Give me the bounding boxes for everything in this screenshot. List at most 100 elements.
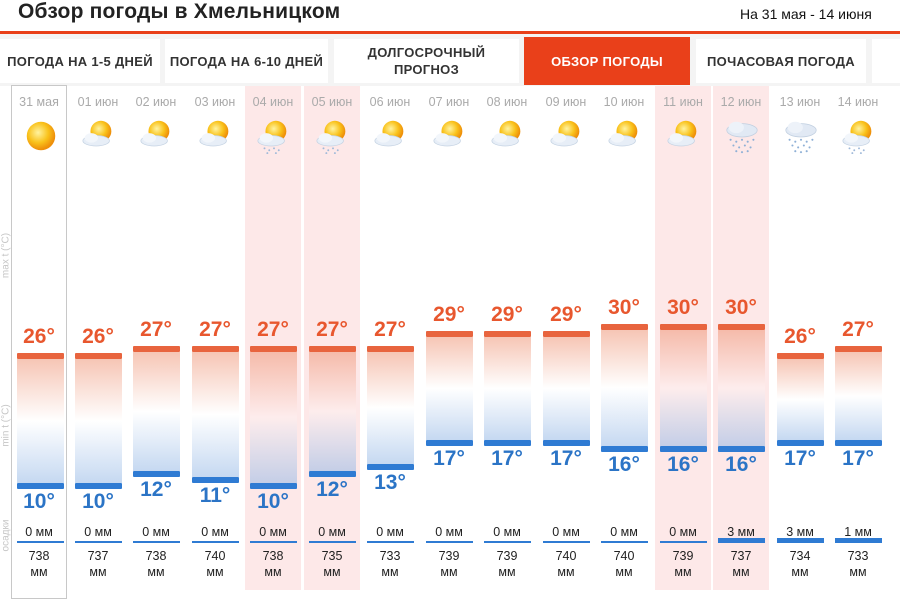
pressure-value: 737: [87, 549, 109, 563]
min-temp: 16°: [608, 452, 640, 476]
pressure-value: 733: [379, 549, 401, 563]
temp-range-gradient: [133, 351, 180, 471]
pressure: 740 мм: [187, 548, 243, 580]
tab-long-term-forecast[interactable]: Долгосрочный прогноз: [334, 39, 519, 83]
pressure-unit: мм: [732, 565, 750, 579]
precipitation: 1 мм: [844, 525, 872, 539]
max-temp-bar: [192, 345, 239, 352]
min-temp: 17°: [842, 446, 874, 470]
precipitation: 0 мм: [201, 525, 229, 539]
pressure-value: 738: [262, 549, 284, 563]
pressure-value: 737: [730, 549, 752, 563]
temp-range-gradient: [75, 359, 122, 483]
precipitation-bar: [17, 541, 64, 543]
sun-cloud-icon: [431, 117, 469, 155]
precipitation: 0 мм: [376, 525, 404, 539]
max-temp: 27°: [374, 317, 406, 341]
pressure: 733 мм: [830, 548, 886, 580]
sun-cloud-icon: [197, 117, 235, 155]
pressure: 739 мм: [479, 548, 535, 580]
day-column[interactable]: 11 июн 30° 16° 0 мм 739 мм: [655, 86, 711, 590]
tab-forecast-6-10-days[interactable]: Погода на 6-10 дней: [165, 39, 328, 83]
min-temp: 10°: [82, 490, 114, 513]
tab-bar: Погода на 1-5 дней Погода на 6-10 дней Д…: [0, 31, 900, 86]
pressure-value: 735: [321, 549, 343, 563]
max-temp-bar: [660, 324, 707, 331]
max-temp-bar: [75, 353, 122, 359]
pressure-unit: мм: [557, 565, 575, 579]
max-temp: 30°: [725, 296, 757, 320]
day-column[interactable]: 03 июн 27° 11° 0 мм 740 мм: [187, 86, 243, 590]
precipitation-bar: [75, 541, 122, 543]
precipitation: 0 мм: [25, 525, 53, 539]
pressure: 738 мм: [128, 548, 184, 580]
max-temp-bar: [543, 331, 590, 338]
max-temp: 27°: [316, 317, 348, 341]
pressure: 739 мм: [655, 548, 711, 580]
pressure: 734 мм: [772, 548, 828, 580]
day-column[interactable]: 13 июн 26° 17° 3 мм 734 мм: [772, 86, 828, 590]
day-column[interactable]: 09 июн 29° 17° 0 мм 740 мм: [538, 86, 594, 590]
day-column[interactable]: 05 июн 27° 12° 0 мм 735 мм: [304, 86, 360, 590]
day-column[interactable]: 02 июн 27° 12° 0 мм 738 мм: [128, 86, 184, 590]
tab-forecast-1-5-days[interactable]: Погода на 1-5 дней: [0, 39, 160, 83]
pressure-unit: мм: [849, 565, 867, 579]
precipitation: 3 мм: [727, 525, 755, 539]
min-temp: 16°: [725, 452, 757, 476]
min-temp-bar: [75, 483, 122, 489]
min-temp: 11°: [199, 483, 231, 507]
max-temp: 27°: [140, 317, 172, 341]
day-date: 04 июн: [252, 95, 294, 109]
pressure-unit: мм: [615, 565, 633, 579]
day-column[interactable]: 08 июн 29° 17° 0 мм 739 мм: [479, 86, 535, 590]
max-temp-bar: [309, 345, 356, 352]
pressure: 737 мм: [70, 548, 126, 580]
max-temp: 26°: [784, 325, 816, 348]
min-temp-bar: [426, 439, 473, 446]
sun-cloud-rain-icon: [255, 117, 293, 155]
day-column[interactable]: 14 июн 27° 17° 1 мм 733 мм: [830, 86, 886, 590]
precipitation: 0 мм: [259, 525, 287, 539]
day-column[interactable]: 06 июн 27° 13° 0 мм 733 мм: [362, 86, 418, 590]
date-range: На 31 мая - 14 июня: [740, 6, 872, 22]
day-column[interactable]: 07 июн 29° 17° 0 мм 739 мм: [421, 86, 477, 590]
max-temp-bar: [426, 331, 473, 338]
max-temp: 29°: [550, 303, 582, 327]
min-temp-bar: [250, 483, 297, 489]
precipitation-bar: [835, 538, 882, 543]
day-date: 07 июн: [428, 95, 470, 109]
max-temp: 27°: [842, 317, 874, 341]
precipitation: 0 мм: [552, 525, 580, 539]
day-date: 13 июн: [779, 95, 821, 109]
min-temp: 17°: [491, 446, 523, 470]
max-temp: 29°: [491, 303, 523, 327]
tab-weather-overview[interactable]: Обзор погоды: [524, 37, 690, 85]
min-temp-bar: [777, 439, 824, 446]
day-column[interactable]: 12 июн 30° 16° 3 мм 737 мм: [713, 86, 769, 590]
temp-range-gradient: [367, 351, 414, 465]
min-temp: 16°: [667, 452, 699, 476]
day-column[interactable]: 04 июн 27° 10° 0 мм 738 мм: [245, 86, 301, 590]
precipitation-bar: [718, 538, 765, 543]
day-column[interactable]: 31 мая 26° 10° 0 мм 738 мм: [11, 85, 67, 599]
pressure-value: 739: [496, 549, 518, 563]
max-temp-bar: [250, 345, 297, 352]
min-temp-bar: [543, 439, 590, 446]
precipitation-bar: [660, 541, 707, 543]
max-temp: 30°: [667, 296, 699, 320]
day-date: 06 июн: [369, 95, 411, 109]
sun-cloud-icon: [489, 117, 527, 155]
sun-cloud-icon: [665, 117, 703, 155]
day-date: 02 июн: [135, 95, 177, 109]
tab-hourly-weather[interactable]: Почасовая погода: [696, 39, 866, 83]
tab-more[interactable]: [872, 39, 900, 83]
day-column[interactable]: 10 июн 30° 16° 0 мм 740 мм: [596, 86, 652, 590]
temp-range-gradient: [484, 337, 531, 440]
day-column[interactable]: 01 июн 26° 10° 0 мм 737 мм: [70, 86, 126, 590]
pressure-value: 740: [555, 549, 577, 563]
min-temp-bar: [484, 439, 531, 446]
sun-cloud-icon: [548, 117, 586, 155]
min-temp-bar: [309, 470, 356, 477]
day-date: 05 июн: [311, 95, 353, 109]
precipitation: 0 мм: [318, 525, 346, 539]
